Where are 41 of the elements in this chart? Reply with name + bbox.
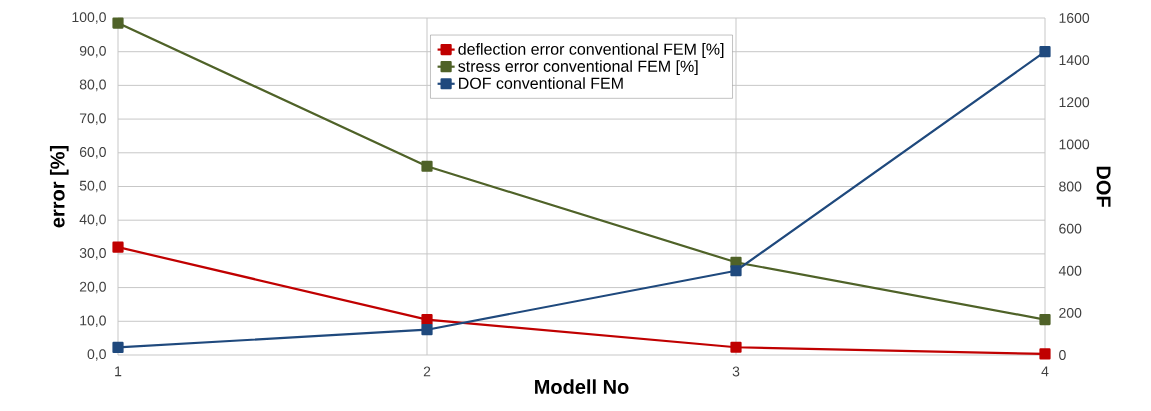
y-tick-label: 30,0	[79, 248, 106, 260]
y2-tick-label: 800	[1059, 181, 1082, 192]
y-tick-label: 60,0	[79, 146, 106, 159]
point	[1039, 314, 1051, 326]
legend-label: stress error conventional FEM [%]	[458, 60, 698, 76]
point	[730, 265, 742, 277]
y2-tick-label: 1200	[1059, 97, 1090, 108]
x-tick-label: 2	[423, 366, 431, 377]
y2-tick-label: 1000	[1059, 139, 1090, 150]
y-tick-label: 90,0	[79, 45, 106, 58]
legend-label: deflection error conventional FEM [%]	[458, 43, 724, 58]
point	[1039, 348, 1051, 360]
y-tick-label: 100,0	[72, 12, 106, 24]
x-tick-label: 4	[1041, 366, 1049, 377]
y-tick-label: 50,0	[79, 180, 106, 193]
point	[421, 314, 433, 326]
y2-tick-label: 1600	[1059, 13, 1090, 23]
y2-tick-label: 0	[1059, 350, 1066, 360]
y-tick-label: 70,0	[79, 113, 106, 125]
y2-tick-label: 200	[1059, 307, 1082, 318]
y-tick-label: 0,0	[87, 349, 106, 361]
point	[421, 160, 433, 172]
y2-tick-label: 1400	[1059, 55, 1090, 66]
y-tick-label: 80,0	[79, 79, 106, 92]
y-axis-title: error [%]	[49, 145, 69, 228]
point	[112, 17, 124, 29]
y2-tick-label: 600	[1059, 223, 1082, 234]
y2-tick-label: 400	[1058, 265, 1082, 276]
point	[112, 341, 124, 353]
y-tick-label: 20,0	[79, 281, 106, 294]
point	[1039, 46, 1051, 58]
point	[112, 241, 124, 253]
x-axis-title: Modell No	[535, 379, 629, 394]
y-tick-label: 10,0	[80, 315, 106, 328]
x-tick-label: 3	[732, 366, 740, 377]
y2-axis-title: DOF	[1096, 166, 1111, 207]
x-tick-label: 1	[115, 366, 122, 377]
point	[421, 324, 433, 336]
legend-label: DOF conventional FEM	[459, 77, 623, 89]
y-tick-label: 40,0	[79, 214, 106, 226]
point	[730, 341, 742, 353]
